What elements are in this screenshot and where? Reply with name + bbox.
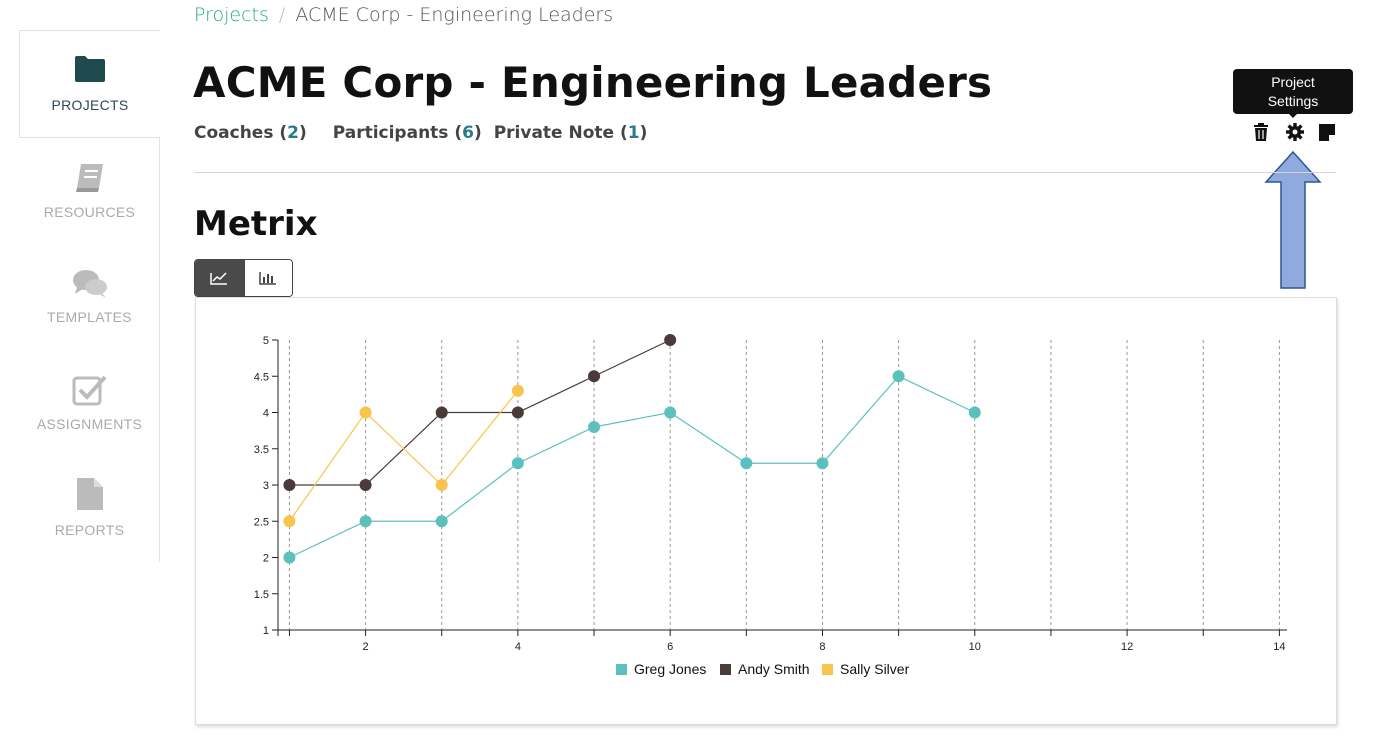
chat-bubbles-icon: [72, 270, 107, 298]
y-tick-label: 4: [263, 408, 269, 420]
private-note-link[interactable]: Private Note (1): [493, 123, 648, 143]
data-point: [588, 421, 601, 433]
breadcrumb-separator: /: [278, 4, 286, 26]
participants-link[interactable]: Participants (6): [332, 123, 482, 143]
legend-swatch: [720, 664, 731, 675]
data-point: [435, 479, 448, 491]
data-point: [283, 551, 296, 564]
legend-swatch: [616, 664, 627, 675]
breadcrumb: Projects / ACME Corp - Engineering Leaders: [194, 4, 613, 26]
series-line: [289, 375, 976, 559]
breadcrumb-current: ACME Corp - Engineering Leaders: [295, 4, 614, 26]
folder-icon: [75, 56, 105, 82]
data-point: [892, 370, 905, 383]
legend-label: Andy Smith: [738, 661, 810, 677]
y-tick-label: 3.5: [254, 444, 269, 456]
sidebar-item-projects[interactable]: PROJECTS: [19, 30, 160, 138]
y-tick-label: 2.5: [254, 516, 269, 528]
sidebar-item-reports[interactable]: REPORTS: [19, 476, 160, 542]
legend-label: Greg Jones: [634, 661, 706, 677]
data-point: [359, 515, 372, 528]
x-tick-label: 10: [969, 641, 981, 653]
data-point: [359, 406, 372, 419]
legend-swatch: [822, 664, 833, 675]
line-chart-button[interactable]: [195, 260, 244, 296]
line-chart-icon: [210, 272, 228, 285]
project-counts: Coaches (2) Participants (6) Private Not…: [194, 123, 647, 143]
sidebar-item-resources[interactable]: RESOURCES: [19, 162, 160, 222]
legend-label: Sally Silver: [840, 661, 910, 677]
x-tick-label: 4: [515, 641, 521, 653]
trash-icon[interactable]: [1252, 122, 1270, 142]
x-tick-label: 12: [1121, 641, 1133, 653]
sidebar-item-templates[interactable]: TEMPLATES: [19, 268, 160, 328]
y-tick-label: 1.5: [254, 589, 269, 601]
sidebar-item-assignments[interactable]: ASSIGNMENTS: [19, 374, 160, 434]
y-tick-label: 4.5: [254, 371, 269, 383]
data-point: [511, 457, 524, 470]
page-title: ACME Corp - Engineering Leaders: [193, 58, 993, 107]
breadcrumb-projects-link[interactable]: Projects: [194, 4, 269, 26]
x-tick-label: 8: [819, 641, 825, 653]
book-icon: [75, 164, 103, 192]
x-tick-label: 6: [667, 641, 673, 653]
document-icon: [76, 478, 103, 510]
data-point: [283, 515, 296, 528]
data-point: [435, 406, 448, 419]
checkbox-icon: [72, 375, 106, 406]
gear-icon[interactable]: [1285, 122, 1305, 142]
data-point: [968, 406, 981, 419]
data-point: [283, 479, 296, 491]
data-point: [511, 384, 524, 397]
y-tick-label: 1: [263, 625, 269, 637]
y-tick-label: 5: [263, 335, 269, 347]
project-settings-tooltip: Project Settings: [1233, 69, 1353, 114]
y-tick-label: 3: [263, 480, 269, 492]
annotation-arrow-icon: [1264, 150, 1322, 289]
tooltip-arrow: [1288, 113, 1298, 118]
metrix-chart-panel: 2 4 6 8 10 12 14 1 1.5 2 2.5 3 3.5 4 4.5 5 Greg Jones And…: [195, 297, 1337, 725]
series-line: [288, 390, 519, 522]
metrix-line-chart: 2 4 6 8 10 12 14 1 1.5 2 2.5 3 3.5 4 4.5 5 Greg Jones And…: [254, 334, 1287, 677]
header-divider: [194, 172, 1336, 173]
series-line: [289, 339, 671, 486]
sidebar: PROJECTS RESOURCES TEMPLATES ASSIGNMENTS: [19, 30, 160, 562]
section-title: Metrix: [194, 204, 318, 244]
x-tick-label: 2: [363, 641, 369, 653]
data-point: [816, 457, 829, 470]
chart-type-toggle: [194, 259, 293, 297]
sidebar-item-label: ASSIGNMENTS: [36, 416, 143, 432]
data-point: [435, 515, 448, 528]
data-point: [664, 406, 677, 419]
note-icon[interactable]: [1318, 122, 1336, 142]
y-tick-label: 2: [263, 553, 269, 565]
data-point: [664, 334, 677, 346]
data-point: [359, 479, 372, 491]
sidebar-item-label: PROJECTS: [51, 97, 129, 113]
bar-chart-icon: [259, 272, 277, 285]
sidebar-item-label: REPORTS: [54, 522, 125, 538]
data-point: [511, 406, 524, 419]
x-tick-label: 14: [1273, 641, 1285, 653]
sidebar-item-label: TEMPLATES: [47, 309, 132, 325]
data-point: [740, 457, 753, 470]
data-point: [588, 370, 601, 383]
coaches-link[interactable]: Coaches (2): [194, 123, 307, 143]
bar-chart-button[interactable]: [243, 260, 292, 296]
sidebar-item-label: RESOURCES: [43, 204, 136, 220]
